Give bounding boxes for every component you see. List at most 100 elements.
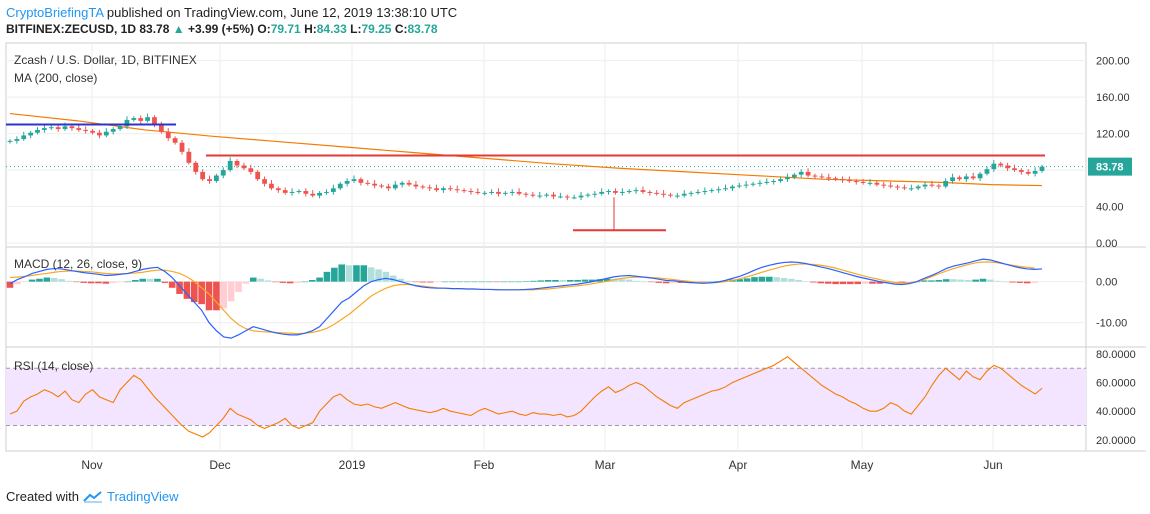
candle-body — [489, 191, 494, 193]
macd-histogram-bar — [854, 281, 862, 285]
candle-body — [207, 179, 212, 182]
macd-histogram-bar — [95, 281, 102, 284]
macd-histogram-bar — [677, 281, 685, 283]
macd-histogram-bar — [132, 280, 139, 282]
candle-body — [895, 186, 900, 188]
candle-body — [62, 126, 68, 130]
macd-histogram-bar — [367, 267, 375, 282]
macd-line — [9, 258, 1043, 339]
macd-histogram-bar — [397, 278, 404, 282]
candle-body — [592, 193, 598, 195]
candle-body — [688, 192, 694, 194]
candle-body — [90, 130, 95, 133]
candle-body — [1032, 170, 1038, 174]
macd-histogram-bar — [279, 281, 287, 283]
macd-histogram-bar — [43, 277, 51, 282]
macd-histogram-bar — [625, 279, 633, 282]
candle-body — [35, 129, 40, 133]
candle-body — [241, 165, 247, 169]
candle-body — [874, 182, 880, 185]
macd-histogram-bar — [345, 265, 353, 282]
macd-histogram-bar — [507, 281, 515, 283]
low-value: 79.25 — [361, 22, 392, 36]
candle-body — [7, 140, 13, 142]
candle-body — [165, 131, 171, 139]
price-tick-label: 160.00 — [1096, 92, 1130, 104]
candle-body — [14, 139, 20, 141]
macd-histogram-bar — [227, 281, 235, 302]
candle-body — [461, 190, 467, 192]
price-tick-label: 40.00 — [1096, 202, 1124, 214]
candle-body — [275, 188, 281, 191]
candle-body — [957, 177, 962, 180]
candle-body — [372, 183, 378, 186]
macd-histogram-bar — [190, 281, 198, 303]
macd-histogram-bar — [264, 280, 272, 282]
macd-histogram-bar — [36, 278, 43, 282]
macd-histogram-bar — [928, 280, 935, 282]
macd-histogram-bar — [500, 281, 508, 283]
macd-histogram-bar — [906, 281, 913, 283]
candle-body — [564, 196, 570, 198]
macd-histogram-bar — [242, 281, 250, 284]
candle-body — [730, 186, 735, 189]
macd-histogram-bar — [146, 278, 154, 282]
candle-body — [262, 179, 267, 184]
rsi-band — [6, 368, 1086, 426]
tradingview-brand-link[interactable]: TradingView — [106, 489, 179, 504]
candle-body — [991, 163, 997, 170]
macd-histogram-bar — [832, 281, 839, 285]
last-price-tag — [1088, 157, 1132, 176]
candle-body — [220, 170, 226, 176]
author-link[interactable]: CryptoBriefingTA — [6, 5, 104, 20]
macd-histogram-bar — [935, 280, 943, 282]
candle-body — [998, 163, 1004, 166]
macd-histogram-bar — [301, 281, 309, 283]
candle-body — [434, 188, 439, 191]
high-label: H: — [304, 22, 317, 36]
macd-histogram-bar — [648, 281, 655, 283]
candle-body — [317, 192, 322, 196]
candle-body — [599, 191, 605, 194]
candle-body — [269, 183, 274, 189]
candle-body — [626, 191, 632, 193]
macd-histogram-bar — [124, 281, 132, 283]
candle-body — [537, 195, 543, 197]
candle-body — [392, 184, 398, 189]
macd-histogram-bar — [788, 278, 795, 282]
macd-histogram-bar — [861, 281, 869, 284]
macd-histogram-bar — [441, 281, 449, 283]
candle-body — [351, 179, 357, 182]
macd-histogram-bar — [810, 281, 817, 283]
macd-histogram-bar — [950, 279, 957, 282]
candle-body — [551, 194, 556, 197]
macd-histogram-bar — [552, 280, 559, 282]
candle-body — [771, 181, 777, 183]
macd-histogram-bar — [581, 279, 589, 282]
macd-histogram-bar — [426, 281, 434, 283]
macd-histogram-bar — [817, 281, 825, 284]
candle-body — [805, 171, 811, 176]
candle-body — [152, 117, 157, 125]
symbol-label: BITFINEX:ZECUSD, 1D — [6, 22, 137, 36]
publish-line: CryptoBriefingTA published on TradingVie… — [6, 5, 457, 20]
x-tick-label: Dec — [209, 458, 230, 472]
candle-body — [441, 188, 446, 191]
candle-body — [840, 179, 845, 181]
macd-histogram-bar — [353, 265, 360, 282]
ma-legend-label: MA (200, close) — [14, 71, 97, 85]
macd-histogram-bar — [522, 281, 530, 282]
macd-histogram-bar — [670, 281, 677, 283]
macd-histogram-bar — [633, 280, 640, 282]
candle-body — [867, 182, 873, 184]
macd-histogram-bar — [220, 281, 228, 309]
macd-histogram-bar — [235, 281, 242, 292]
macd-histogram-bar — [65, 280, 73, 282]
rsi-tick-label: 20.0000 — [1096, 435, 1136, 447]
x-tick-label: Nov — [81, 458, 102, 472]
open-label: O: — [257, 22, 271, 36]
candle-body — [1025, 171, 1031, 174]
candle-body — [406, 182, 412, 185]
macd-histogram-bar — [205, 281, 213, 311]
